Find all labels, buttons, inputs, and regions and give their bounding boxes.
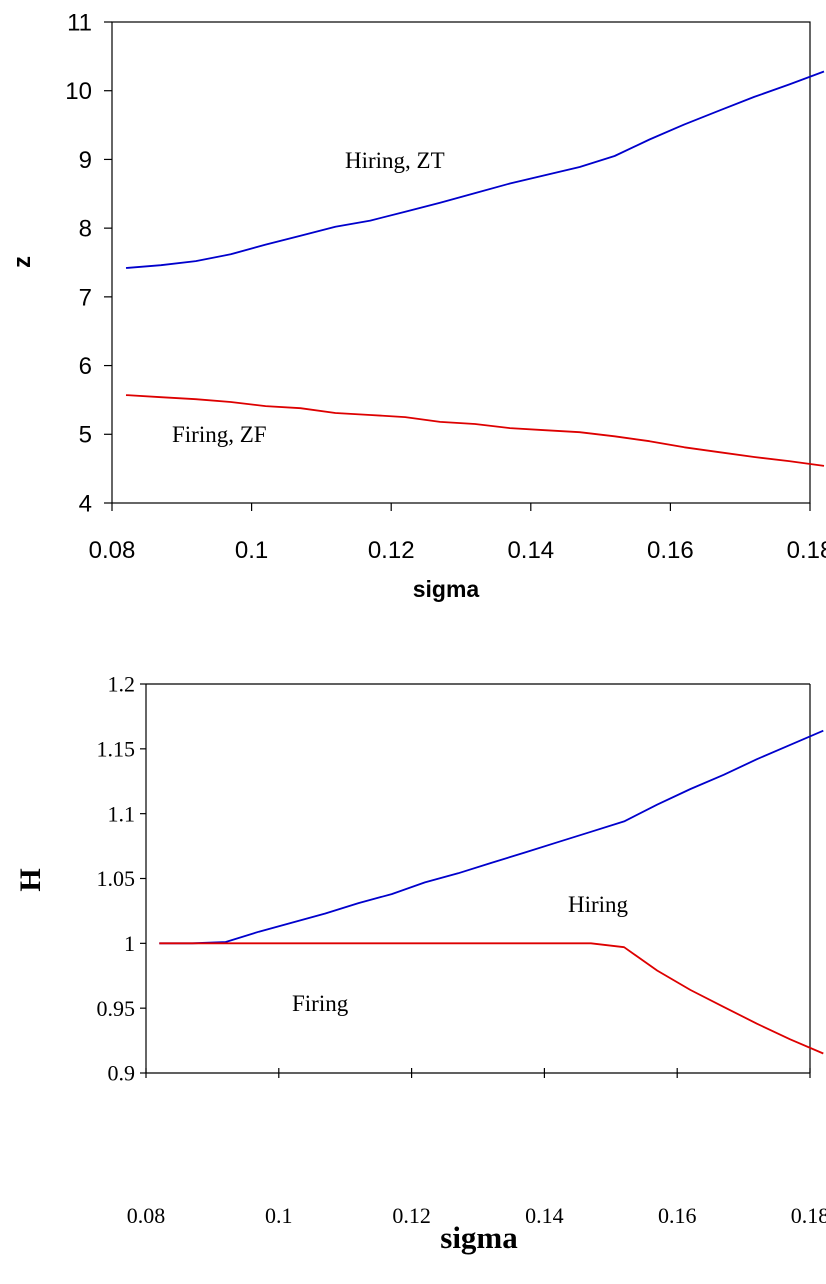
- series-label-hiring: Hiring: [568, 892, 629, 917]
- y-tick-label: 6: [79, 353, 92, 380]
- y-tick-label: 1.15: [97, 737, 136, 762]
- x-tick-label: 0.14: [507, 537, 554, 564]
- x-tick-label: 0.18: [791, 1203, 826, 1228]
- x-tick-label: 0.18: [787, 537, 826, 564]
- x-tick-label: 0.12: [368, 537, 415, 564]
- x-tick-label: 0.08: [127, 1203, 166, 1228]
- y-tick-label: 8: [79, 216, 92, 243]
- x-tick-label: 0.16: [647, 537, 694, 564]
- chart-2-h-vs-sigma: 0.9 0.95 1 1.05 1.1 1.15 1.2 0.08 0.1 0.12 0.14 0.…: [14, 672, 826, 1255]
- y-tick-label: 1.1: [108, 801, 136, 826]
- chart-1-z-vs-sigma: 4 5 6 7 8 9 10 11 0.08 0.1 0.12 0.14 0.16 0.18 z sig…: [9, 9, 826, 602]
- y-tick-label: 1.2: [108, 672, 136, 697]
- x-tick-label: 0.14: [525, 1203, 564, 1228]
- y-tick-label: 10: [65, 78, 92, 105]
- x-tick-label: 0.12: [392, 1203, 431, 1228]
- x-tick-label: 0.08: [89, 537, 136, 564]
- y-tick-label: 5: [79, 422, 92, 449]
- x-axis-label: sigma: [440, 1220, 518, 1255]
- x-tick-label: 0.1: [235, 537, 268, 564]
- x-axis-label: sigma: [413, 576, 480, 602]
- series-line-hiring: [125, 70, 825, 269]
- series-label-firing-zf: Firing, ZF: [172, 422, 267, 447]
- y-tick-label: 11: [67, 9, 92, 36]
- series-label-firing: Firing: [292, 991, 349, 1016]
- y-tick-label: 9: [79, 147, 92, 174]
- series-line-firing: [125, 394, 825, 467]
- plot-area-border: [111, 21, 811, 504]
- y-axis-label: H: [14, 868, 47, 891]
- x-tick-label: 0.1: [265, 1203, 293, 1228]
- series-line-firing: [159, 942, 824, 1055]
- x-tick-label: 0.16: [658, 1203, 697, 1228]
- y-tick-label: 4: [79, 490, 92, 517]
- y-axis-label: z: [9, 256, 36, 268]
- y-tick-label: 0.9: [108, 1061, 136, 1086]
- series-line-hiring: [159, 729, 824, 945]
- series-label-hiring-zt: Hiring, ZT: [345, 148, 445, 173]
- y-tick-label: 1.05: [97, 866, 136, 891]
- y-tick-label: 0.95: [97, 996, 136, 1021]
- y-tick-label: 7: [79, 284, 92, 311]
- y-tick-label: 1: [124, 931, 135, 956]
